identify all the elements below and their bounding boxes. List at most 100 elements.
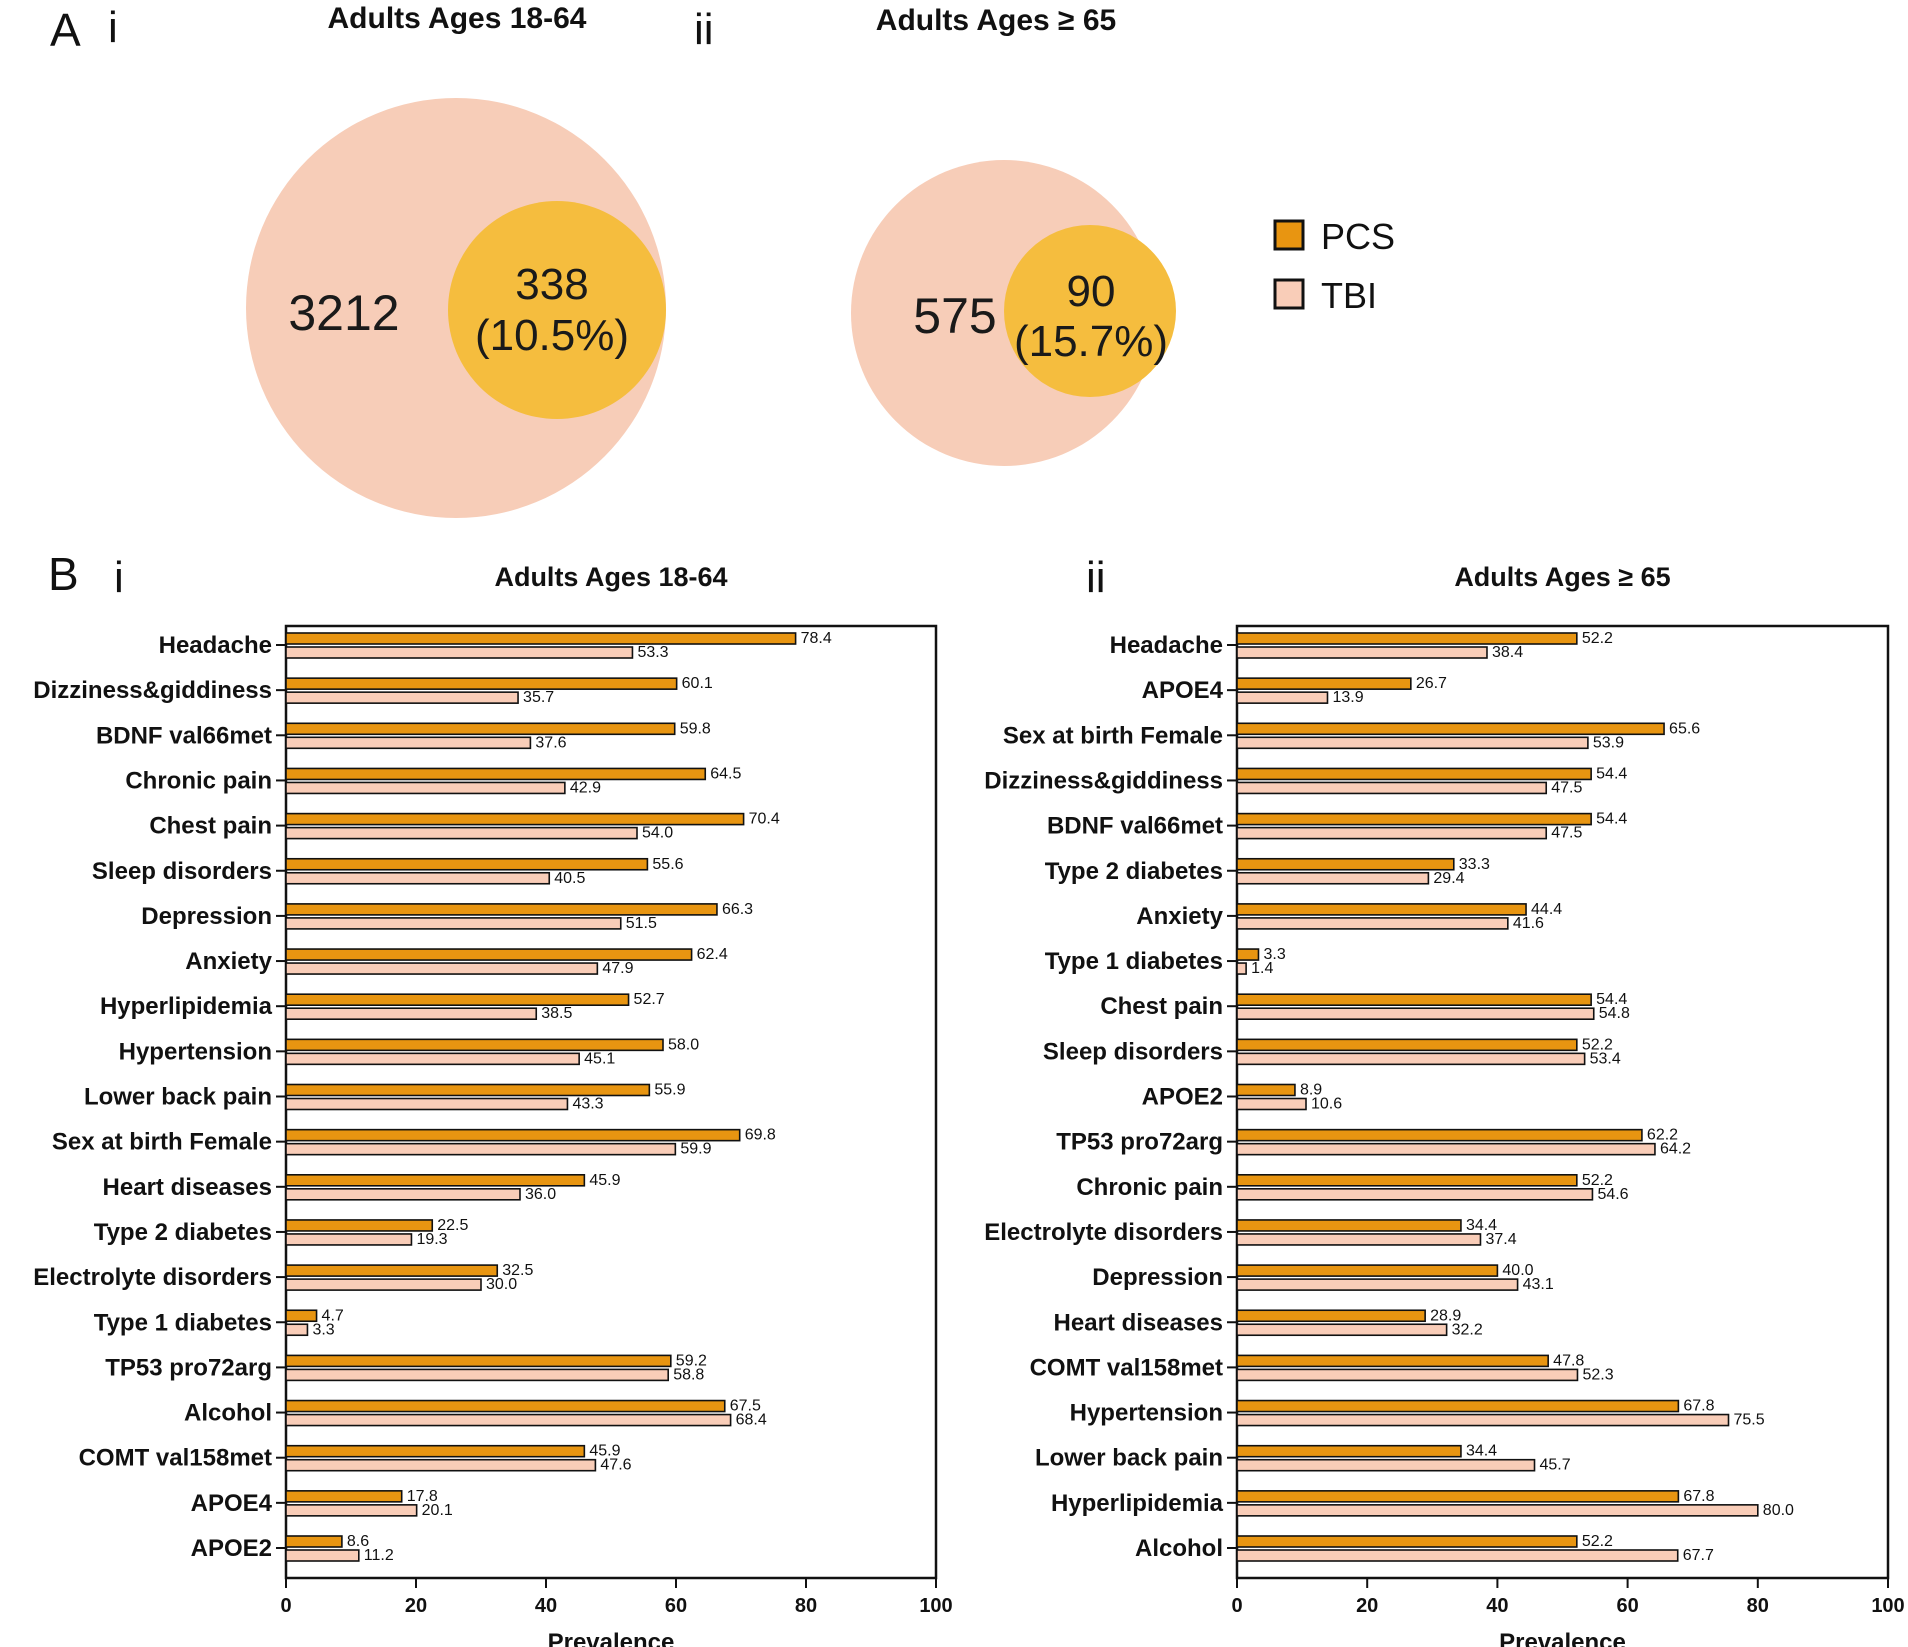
bar-pcs-chest-pain: [285, 812, 745, 826]
legend-label-tbi: TBI: [1321, 275, 1377, 316]
venn-ii-pcs-circle: [1004, 225, 1176, 397]
value-label-tbi-anxiety: 47.9: [602, 960, 633, 977]
value-label-tbi-tp53-pro72arg: 64.2: [1660, 1141, 1691, 1158]
bar-pcs-tp53-pro72arg: [285, 1354, 672, 1368]
venn-ii-sublabel: ii: [694, 5, 714, 54]
panel-b: B i Adults Ages 18-64 Headache 78.4 53.3 Dizz…: [33, 548, 1904, 1647]
value-label-tbi-type-1-diabetes: 1.4: [1251, 960, 1273, 977]
bar-tbi-type-2-diabetes: [285, 1233, 413, 1246]
bar-tbi-bdnf-val66met: [285, 736, 532, 750]
category-label-type-1-diabetes: Type 1 diabetes: [1045, 948, 1223, 975]
value-label-pcs-lower-back-pain: 55.9: [654, 1082, 685, 1099]
value-label-tbi-lower-back-pain: 45.7: [1540, 1457, 1571, 1474]
value-label-tbi-chronic-pain: 42.9: [570, 779, 601, 796]
value-label-tbi-chronic-pain: 54.6: [1597, 1186, 1628, 1203]
bar-tbi-sex-at-birth-female: [1236, 736, 1589, 750]
value-label-tbi-apoe4: 20.1: [422, 1502, 453, 1519]
x-tick-label: 60: [665, 1595, 687, 1617]
bar-tbi-sex-at-birth-female: [285, 1142, 677, 1156]
category-label-apoe2: APOE2: [191, 1535, 272, 1562]
value-label-tbi-chest-pain: 54.0: [642, 825, 673, 842]
bar-tbi-chronic-pain: [1236, 1188, 1594, 1201]
value-label-tbi-electrolyte-disorders: 30.0: [486, 1276, 517, 1293]
value-label-tbi-hypertension: 75.5: [1734, 1412, 1765, 1429]
bar-pcs-tp53-pro72arg: [1236, 1128, 1643, 1142]
category-label-comt-val158met: COMT val158met: [79, 1445, 272, 1472]
bar-tbi-chronic-pain: [285, 781, 566, 795]
bar-pcs-bdnf-val66met: [1236, 812, 1592, 826]
category-label-dizziness-giddiness: Dizziness&giddiness: [33, 677, 272, 704]
bar-pcs-dizziness-giddiness: [285, 677, 678, 690]
value-label-pcs-apoe2: 8.9: [1300, 1082, 1322, 1099]
value-label-pcs-hypertension: 67.8: [1683, 1398, 1714, 1415]
legend-swatch-pcs: [1273, 219, 1305, 251]
value-label-tbi-bdnf-val66met: 47.5: [1551, 825, 1582, 842]
value-label-tbi-type-2-diabetes: 19.3: [416, 1231, 447, 1248]
bar-pcs-heart-diseases: [1236, 1309, 1426, 1323]
bar-pcs-depression: [285, 903, 718, 916]
category-label-type-2-diabetes: Type 2 diabetes: [94, 1219, 272, 1246]
value-label-pcs-alcohol: 67.5: [730, 1398, 761, 1415]
venn-i-title: Adults Ages 18-64: [328, 2, 587, 35]
value-label-tbi-type-1-diabetes: 3.3: [312, 1321, 334, 1338]
category-label-type-2-diabetes: Type 2 diabetes: [1045, 858, 1223, 885]
bar-tbi-type-1-diabetes: [285, 1323, 309, 1337]
bar-tbi-anxiety: [285, 962, 599, 975]
legend-swatch-tbi: [1273, 278, 1305, 310]
value-label-pcs-tp53-pro72arg: 59.2: [676, 1352, 707, 1369]
venn-diagram-65-plus: ii Adults Ages ≥ 65 575 90 (15.7%): [694, 4, 1176, 466]
value-label-pcs-apoe4: 26.7: [1416, 675, 1447, 692]
bar-tbi-bdnf-val66met: [1236, 826, 1548, 840]
value-label-pcs-depression: 40.0: [1502, 1262, 1533, 1279]
venn-i-sublabel: i: [108, 3, 118, 52]
bar-tbi-hyperlipidemia: [285, 1007, 538, 1021]
value-label-pcs-dizziness-giddiness: 54.4: [1596, 765, 1627, 782]
bar-tbi-lower-back-pain: [1236, 1458, 1536, 1472]
category-label-anxiety: Anxiety: [1136, 903, 1223, 930]
bar-tbi-electrolyte-disorders: [1236, 1233, 1482, 1246]
bar-pcs-apoe4: [285, 1490, 403, 1503]
venn-i-tbi-count: 3212: [288, 285, 399, 341]
category-label-electrolyte-disorders: Electrolyte disorders: [33, 1264, 272, 1291]
value-label-pcs-lower-back-pain: 34.4: [1466, 1443, 1497, 1460]
category-label-sex-at-birth-female: Sex at birth Female: [1003, 722, 1223, 749]
category-label-chest-pain: Chest pain: [149, 813, 272, 840]
bar-pcs-sleep-disorders: [285, 857, 649, 871]
value-label-tbi-depression: 43.1: [1523, 1276, 1554, 1293]
bar-pcs-heart-diseases: [285, 1174, 586, 1187]
value-label-pcs-type-2-diabetes: 33.3: [1459, 856, 1490, 873]
value-label-tbi-lower-back-pain: 43.3: [572, 1096, 603, 1113]
bar-pcs-sleep-disorders: [1236, 1038, 1578, 1052]
bar-tbi-comt-val158met: [1236, 1368, 1579, 1382]
value-label-tbi-depression: 51.5: [626, 915, 657, 932]
value-label-pcs-comt-val158met: 47.8: [1553, 1352, 1584, 1369]
bar-tbi-dizziness-giddiness: [285, 691, 519, 704]
bar-pcs-comt-val158met: [285, 1444, 586, 1458]
bar-tbi-depression: [1236, 1278, 1519, 1291]
category-label-hyperlipidemia: Hyperlipidemia: [1051, 1490, 1224, 1517]
bar-tbi-apoe2: [1236, 1097, 1307, 1111]
bar-tbi-headache: [1236, 646, 1488, 659]
bar-pcs-hyperlipidemia: [1236, 1490, 1680, 1503]
category-label-chest-pain: Chest pain: [1100, 993, 1223, 1020]
value-label-tbi-dizziness-giddiness: 47.5: [1551, 779, 1582, 796]
value-label-pcs-type-1-diabetes: 3.3: [1263, 946, 1285, 963]
category-label-apoe4: APOE4: [191, 1490, 273, 1517]
category-label-dizziness-giddiness: Dizziness&giddiness: [984, 767, 1223, 794]
value-label-tbi-apoe2: 10.6: [1311, 1096, 1342, 1113]
value-label-tbi-hypertension: 45.1: [584, 1050, 615, 1067]
venn-ii-pcs-count: 90: [1067, 267, 1116, 316]
chart-title: Adults Ages ≥ 65: [1454, 562, 1670, 592]
category-label-heart-diseases: Heart diseases: [103, 1174, 272, 1201]
legend: PCS TBI: [1273, 216, 1395, 316]
bar-tbi-heart-diseases: [1236, 1323, 1448, 1337]
x-tick-label: 80: [795, 1595, 817, 1617]
value-label-tbi-heart-diseases: 36.0: [525, 1186, 556, 1203]
bar-pcs-lower-back-pain: [1236, 1444, 1462, 1458]
value-label-pcs-sex-at-birth-female: 65.6: [1669, 720, 1700, 737]
value-label-tbi-comt-val158met: 47.6: [600, 1457, 631, 1474]
bar-pcs-comt-val158met: [1236, 1354, 1549, 1368]
category-label-alcohol: Alcohol: [1135, 1535, 1223, 1562]
value-label-pcs-headache: 78.4: [801, 630, 832, 647]
